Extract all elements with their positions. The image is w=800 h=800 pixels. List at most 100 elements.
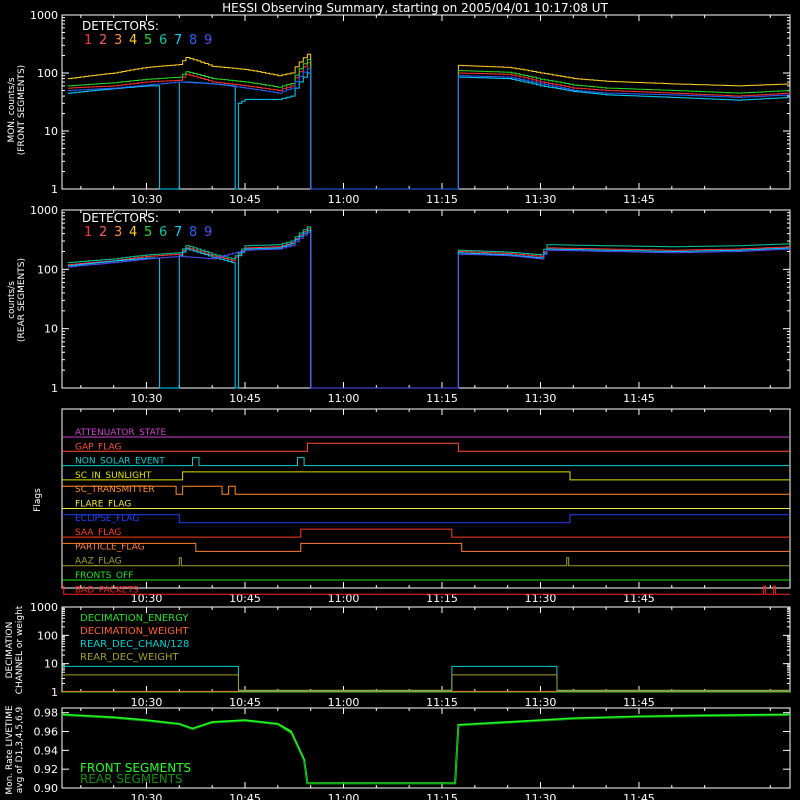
panel-front-xtick-label: 10:30: [131, 193, 163, 206]
panel-rear-detector-8: 8: [189, 225, 197, 240]
panel-decimation-ytick-label: 1000: [30, 601, 58, 614]
panel-decimation-xtick-label: 11:45: [623, 696, 655, 709]
decimation-legend-3: REAR_DEC_WEIGHT: [80, 652, 179, 663]
flag-line-sc_transmitter: [62, 485, 790, 495]
panel-flags-xtick-label: 10:30: [131, 592, 163, 605]
panel-front-segments: MON. counts/s (FRONT SEGMENTS) DETECTORS…: [7, 9, 791, 206]
panel-livetime-ytick-label: 0.98: [34, 707, 59, 720]
panel-livetime-ytick-label: 0.90: [34, 782, 59, 795]
panel-front-ytick-label: 100: [37, 67, 58, 80]
panel-rear-xtick-label: 11:15: [426, 392, 458, 405]
panel-rear-detector-6: 6: [159, 225, 167, 240]
flag-label-attenuator_state: ATTENUATOR_STATE: [75, 428, 167, 438]
panel-livetime-xtick-label: 11:00: [328, 792, 360, 800]
panel-flags-xtick-label: 10:45: [229, 592, 261, 605]
flag-label-fronts_off: FRONTS_OFF: [75, 571, 133, 581]
panel-rear-detector-2: 2: [99, 225, 107, 240]
panel-decimation-xtick-label: 10:30: [131, 696, 163, 709]
page-title: HESSI Observing Summary, starting on 200…: [222, 1, 608, 15]
panel-rear-xtick-label: 10:30: [131, 392, 163, 405]
flag-label-gap_flag: GAP_FLAG: [75, 442, 121, 452]
panel-livetime-ytick-label: 0.96: [34, 726, 59, 739]
panel-flags-ylabel: Flags: [33, 488, 43, 512]
panel-rear-xtick-label: 11:30: [525, 392, 557, 405]
panel-livetime-xtick-label: 11:15: [426, 792, 458, 800]
flag-label-aaz_flag: AAZ_FLAG: [75, 557, 122, 567]
decimation-legend-1: DECIMATION_WEIGHT: [80, 626, 189, 637]
panel-decimation: DECIMATION CHANNEL or weight 10:30 10:45 1…: [5, 601, 791, 709]
livetime-legend-0: FRONT SEGMENTS: [80, 761, 191, 775]
front-series-1: [67, 62, 791, 190]
panel-rear-xtick-label: 11:45: [623, 392, 655, 405]
panel-front-ytick-label: 10: [44, 125, 58, 138]
livetime-series-1: [61, 715, 791, 784]
panel-decimation-ytick-label: 1: [51, 686, 58, 699]
panel-front-legend-title: DETECTORS:: [82, 19, 159, 33]
front-series-4: [67, 53, 791, 190]
decimation-legend-2: REAR_DEC_CHAN/128: [80, 639, 189, 650]
panel-livetime-xtick-label: 10:45: [229, 792, 261, 800]
flag-line-gap_flag: [62, 442, 790, 452]
panel-decimation-xtick-label: 11:30: [525, 696, 557, 709]
panel-front-xtick-label: 10:45: [229, 193, 261, 206]
panel-rear-ytick-label: 100: [37, 263, 58, 276]
panel-front-ytick-label: 1: [51, 183, 58, 196]
panel-flags-frame: [61, 408, 791, 589]
panel-front-ylabel-1: MON. counts/s: [7, 77, 17, 142]
panel-front-detector-2: 2: [99, 33, 107, 48]
panel-rear-detector-5: 5: [144, 225, 152, 240]
rear-series-9: [67, 231, 791, 389]
panel-livetime-ylabel-2: avg of D1,3,4,5,6,9: [15, 706, 25, 793]
panel-flags-xtick-label: 11:00: [328, 592, 360, 605]
panel-decimation-ylabel-1: DECIMATION: [5, 622, 15, 679]
panel-rear-detector-7: 7: [174, 225, 182, 240]
panel-front-detector-6: 6: [159, 33, 167, 48]
panel-rear-legend-title: DETECTORS:: [82, 211, 159, 225]
flag-label-flare_flag: FLARE_FLAG: [75, 500, 131, 510]
panel-rear-xtick-label: 11:00: [328, 392, 360, 405]
panel-livetime-xtick-label: 11:45: [623, 792, 655, 800]
panel-rear-frame: [61, 209, 791, 389]
panel-front-xtick-label: 11:15: [426, 193, 458, 206]
panel-front-detector-4: 4: [129, 33, 137, 48]
panel-rear-ytick-label: 10: [44, 323, 58, 336]
panel-decimation-ytick-label: 10: [44, 658, 58, 671]
front-series-8: [67, 67, 791, 190]
flag-line-aaz_flag: [62, 557, 790, 567]
panel-rear-ylabel-2: (REAR SEGMENTS): [17, 258, 27, 342]
panel-livetime-xtick-label: 11:30: [525, 792, 557, 800]
flag-line-sc_in_sunlight: [62, 471, 790, 481]
flag-label-saa_flag: SAA_FLAG: [75, 528, 121, 538]
panel-front-xtick-label: 11:00: [328, 193, 360, 206]
panel-livetime-ytick-label: 0.94: [34, 744, 59, 757]
flag-label-particle_flag: PARTICLE_FLAG: [75, 542, 145, 552]
panel-rear-xtick-label: 10:45: [229, 392, 261, 405]
flag-line-eclipse_flag: [62, 514, 790, 524]
panel-rear-detector-1: 1: [84, 225, 92, 240]
panel-front-detector-5: 5: [144, 33, 152, 48]
flag-label-sc_in_sunlight: SC_IN_SUNLIGHT: [75, 471, 152, 481]
panel-rear-ytick-label: 1: [51, 382, 58, 395]
decimation-series-2: [62, 665, 790, 692]
panel-front-xtick-label: 11:30: [525, 193, 557, 206]
front-series-5: [67, 59, 791, 190]
panel-front-frame: [61, 14, 791, 190]
decimation-legend-0: DECIMATION_ENERGY: [80, 613, 189, 624]
panel-livetime-ylabel-1: Mon. Rate LIVETIME: [5, 705, 15, 795]
panel-decimation-ylabel-2: CHANNEL or weight: [15, 605, 25, 694]
panel-livetime: Mon. Rate LIVETIME avg of D1,3,4,5,6,9 1…: [5, 705, 791, 800]
panel-rear-detector-9: 9: [204, 225, 212, 240]
panel-livetime-frame: [61, 707, 791, 789]
flag-line-particle_flag: [62, 542, 790, 552]
decimation-series-3: [62, 674, 790, 691]
flag-line-non_solar_event: [62, 457, 790, 467]
panel-decimation-xtick-label: 10:45: [229, 696, 261, 709]
panel-rear-detector-4: 4: [129, 225, 137, 240]
livetime-legend-1: REAR SEGMENTS: [80, 772, 183, 786]
panel-front-detector-7: 7: [174, 33, 182, 48]
panel-rear-detector-3: 3: [114, 225, 122, 240]
flag-label-sc_transmitter: SC_TRANSMITTER: [75, 485, 155, 495]
flag-label-non_solar_event: NON_SOLAR_EVENT: [75, 457, 165, 467]
panel-front-detector-3: 3: [114, 33, 122, 48]
